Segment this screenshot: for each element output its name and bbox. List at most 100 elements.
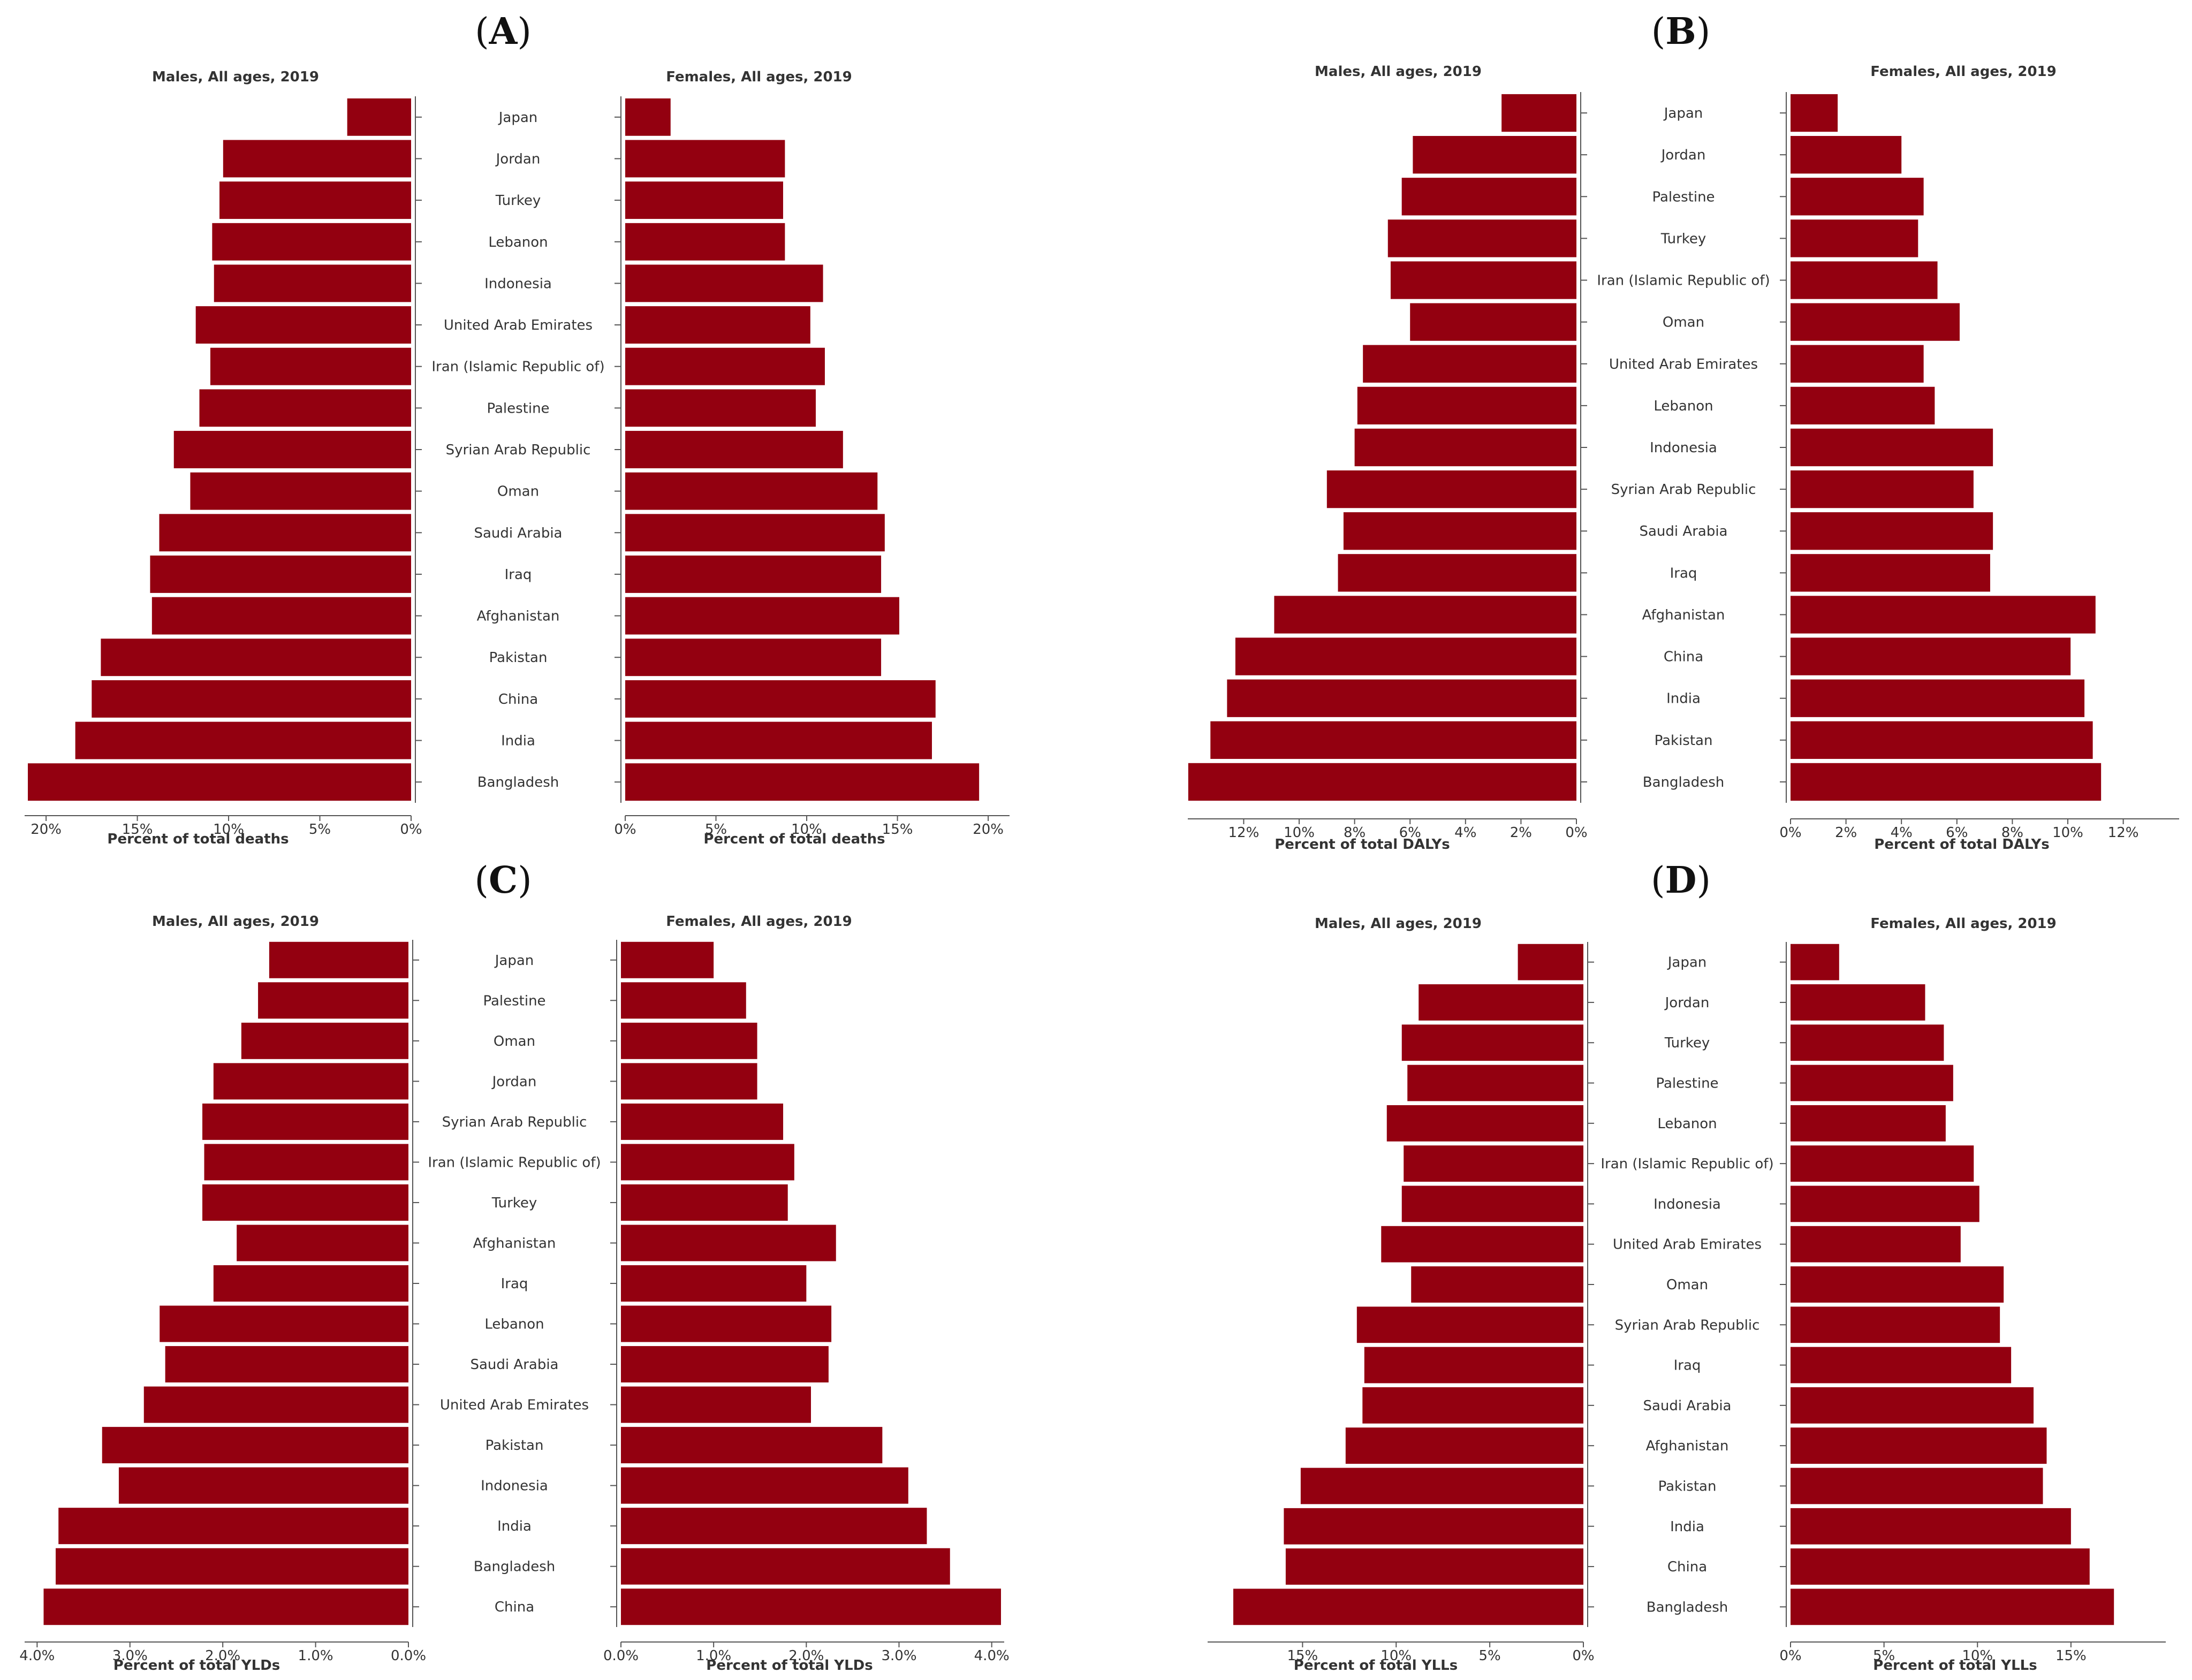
category-label: Jordan: [491, 1074, 537, 1090]
panel-letter-close-paren: ): [1696, 860, 1711, 902]
male-bar-10: [1343, 512, 1576, 550]
females-subplot-title: Females, All ages, 2019: [1870, 64, 2056, 80]
males-x-tick-label: 4%: [1454, 825, 1476, 841]
female-bar-14: [1791, 1508, 2071, 1545]
male-bar-16: [43, 1588, 409, 1625]
males-x-tick-label: 12%: [1228, 825, 1260, 841]
category-label: India: [1670, 1519, 1704, 1535]
male-bar-2: [1401, 178, 1576, 216]
females-x-axis-title: Percent of total YLDs: [706, 1658, 873, 1674]
male-bar-14: [58, 1508, 409, 1545]
female-bar-8: [1791, 428, 1993, 467]
female-bar-5: [1791, 1145, 1974, 1182]
female-bar-6: [621, 1184, 788, 1221]
male-bar-7: [199, 389, 411, 427]
females-x-tick-label: 20%: [973, 822, 1004, 838]
category-label: Oman: [1663, 315, 1704, 331]
male-bar-12: [1274, 596, 1576, 634]
female-bar-12: [1791, 596, 2096, 634]
category-label: China: [498, 691, 538, 708]
male-bar-2: [219, 181, 411, 219]
female-bar-2: [1791, 178, 1924, 216]
female-bar-14: [621, 1508, 927, 1545]
category-label: Oman: [494, 1033, 535, 1050]
category-label: Japan: [1667, 955, 1707, 971]
female-bar-16: [1791, 763, 2102, 801]
males-x-tick-label: 1.0%: [298, 1648, 333, 1664]
category-label: Syrian Arab Republic: [446, 442, 591, 458]
males-x-tick-label: 0%: [1565, 825, 1587, 841]
males-x-tick-label: 8%: [1344, 825, 1366, 841]
category-label: Pakistan: [1658, 1478, 1717, 1494]
males-subplot-title: Males, All ages, 2019: [152, 914, 319, 930]
female-bar-6: [1791, 345, 1924, 383]
category-label: Iran (Islamic Republic of): [1601, 1156, 1773, 1172]
male-bar-3: [1407, 1065, 1583, 1101]
category-label: United Arab Emirates: [444, 317, 593, 333]
male-bar-14: [92, 680, 412, 718]
category-label: Afghanistan: [1642, 607, 1725, 623]
category-label: Palestine: [483, 993, 545, 1009]
female-bar-4: [1791, 261, 1938, 299]
male-bar-9: [160, 1305, 408, 1342]
category-label: Turkey: [491, 1195, 537, 1211]
females-x-tick-label: 0%: [614, 822, 636, 838]
males-x-axis-title: Percent of total deaths: [107, 831, 289, 847]
males-x-tick-label: 2%: [1510, 825, 1532, 841]
female-bar-13: [625, 638, 882, 676]
category-label: Pakistan: [1655, 733, 1713, 749]
panel-letter: (A): [475, 10, 532, 53]
male-bar-11: [143, 1386, 408, 1423]
females-x-tick-label: 4%: [1891, 825, 1913, 841]
female-bar-8: [625, 431, 843, 468]
panel-letter-close-paren: ): [517, 11, 532, 53]
category-label: India: [1666, 691, 1701, 707]
females-x-axis-title: Percent of total DALYs: [1874, 837, 2050, 853]
male-bar-15: [56, 1548, 408, 1585]
male-bar-13: [1300, 1468, 1583, 1504]
males-subplot-title: Males, All ages, 2019: [1315, 916, 1482, 932]
category-label: Indonesia: [1654, 1196, 1721, 1212]
male-bar-9: [1326, 470, 1576, 508]
category-label: Iraq: [1674, 1358, 1701, 1374]
category-label: China: [1664, 649, 1703, 665]
category-label: Iran (Islamic Republic of): [428, 1154, 601, 1170]
male-bar-1: [223, 140, 411, 178]
male-bar-9: [1356, 1306, 1583, 1343]
category-label: Oman: [497, 484, 539, 500]
females-x-tick-label: 5%: [705, 822, 727, 838]
category-label: Iraq: [501, 1276, 528, 1292]
female-bar-12: [621, 1427, 883, 1464]
female-bar-8: [1791, 1266, 2004, 1303]
female-bar-15: [1791, 1548, 2090, 1585]
male-bar-4: [202, 1103, 408, 1140]
males-x-axis-title: Percent of total YLLs: [1294, 1658, 1458, 1674]
females-subplot-title: Females, All ages, 2019: [1870, 916, 2056, 932]
category-label: Jordan: [1664, 995, 1710, 1011]
female-bar-16: [1791, 1588, 2114, 1625]
category-label: Iran (Islamic Republic of): [431, 359, 604, 375]
panel-letter-close-paren: ): [518, 860, 532, 902]
female-bar-10: [1791, 512, 1993, 550]
females-subplot-title: Females, All ages, 2019: [666, 914, 852, 930]
female-bar-13: [621, 1467, 908, 1504]
male-bar-15: [1210, 721, 1576, 759]
category-label: Turkey: [495, 193, 541, 209]
female-bar-2: [625, 181, 783, 219]
female-bar-1: [625, 140, 785, 178]
female-bar-5: [621, 1144, 794, 1181]
females-x-tick-label: 1.0%: [696, 1648, 731, 1664]
female-bar-6: [625, 347, 825, 385]
male-bar-12: [102, 1427, 409, 1464]
female-bar-16: [621, 1588, 1001, 1625]
females-x-tick-label: 10%: [791, 822, 822, 838]
female-bar-4: [1791, 1105, 1946, 1142]
category-label: Iraq: [505, 567, 532, 583]
male-bar-1: [258, 982, 408, 1019]
males-x-axis-title: Percent of total DALYs: [1275, 837, 1450, 853]
category-label: Palestine: [1652, 189, 1715, 205]
male-bar-13: [118, 1467, 408, 1504]
female-bar-12: [1791, 1427, 2047, 1464]
male-bar-4: [1386, 1105, 1583, 1142]
